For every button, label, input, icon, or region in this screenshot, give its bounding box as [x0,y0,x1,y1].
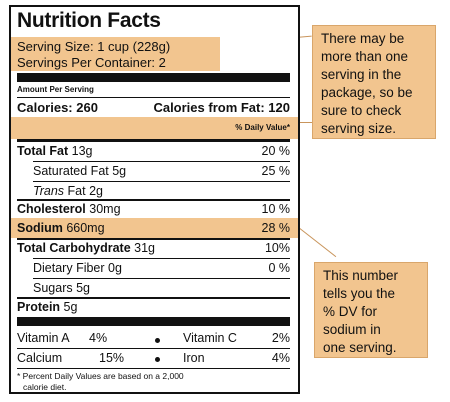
trans-fat-row: Trans Fat 2g [33,184,103,198]
rule [33,181,290,182]
daily-value-band [11,117,298,139]
thin-rule [17,97,290,98]
rule [33,278,290,279]
calories-row: Calories: 260 Calories from Fat: 120 [17,100,290,115]
serving-size: Serving Size: 1 cup (228g) [17,39,171,54]
serving-highlight [11,37,220,71]
vitamin-row-1: Vitamin A 4% Vitamin C 2% [17,331,290,345]
rule [17,199,290,201]
footnote-line-2: calorie diet. [23,382,67,392]
daily-value-header: % Daily Value* [235,123,290,132]
protein-row: Protein 5g [17,300,78,314]
sodium-callout: This number tells you the % DV for sodiu… [314,262,428,358]
vitamin-row-2: Calcium 15% Iron 4% [17,351,290,365]
saturated-fat-row: Saturated Fat 5g 25 % [33,164,290,178]
calories-from-fat: Calories from Fat: 120 [153,100,290,115]
rule [33,161,290,162]
sodium-highlight [11,218,298,238]
sugars-row: Sugars 5g [33,281,90,295]
rule [17,348,290,349]
bullet-dot [155,357,160,362]
calories: Calories: 260 [17,100,98,115]
nutrition-facts-label: Nutrition Facts Serving Size: 1 cup (228… [9,5,300,394]
rule [17,238,290,240]
bullet-dot [155,338,160,343]
serving-size-callout: There may be more than one serving in th… [312,25,436,139]
rule [33,258,290,259]
label-title: Nutrition Facts [17,9,161,32]
thick-rule [17,73,290,82]
dietary-fiber-row: Dietary Fiber 0g 0 % [33,261,290,275]
footnote-line-1: * Percent Daily Values are based on a 2,… [17,371,184,381]
rule [17,297,290,299]
amount-per-serving: Amount Per Serving [17,85,94,94]
sodium-connector-line [299,228,337,258]
vitamins-thick-rule [17,317,290,326]
total-carbohydrate-row: Total Carbohydrate 31g 10% [17,241,290,255]
servings-per-container: Servings Per Container: 2 [17,55,166,70]
section-rule [17,139,290,142]
cholesterol-row: Cholesterol 30mg 10 % [17,202,290,216]
sodium-row: Sodium 660mg 28 % [17,221,290,235]
total-fat-row: Total Fat 13g 20 % [17,144,290,158]
rule [17,368,290,369]
